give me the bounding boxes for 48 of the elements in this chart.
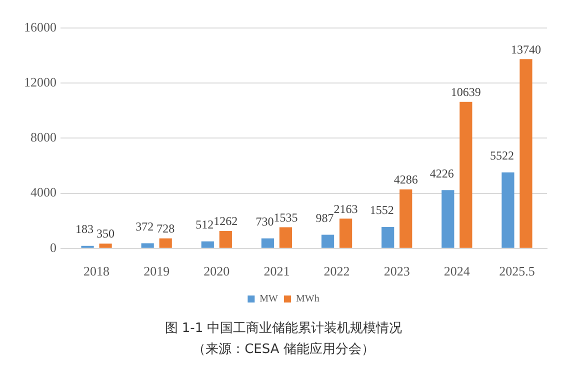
x-tick-label: 2025.5 <box>499 264 535 279</box>
data-label: 2163 <box>334 202 358 216</box>
bar <box>382 227 394 248</box>
data-label: 350 <box>96 226 115 241</box>
x-tick-label: 2023 <box>384 264 410 279</box>
bar <box>339 218 352 248</box>
caption: 图 1-1 中国工商业储能累计装机规模情况 <box>164 320 404 338</box>
bar <box>502 172 514 248</box>
data-label: 183 <box>76 222 94 236</box>
data-label: 4226 <box>430 166 454 180</box>
data-label: 10639 <box>450 85 481 100</box>
x-tick-label: 2020 <box>204 264 230 279</box>
bar <box>321 234 334 248</box>
bar <box>442 190 454 248</box>
bar <box>201 241 214 248</box>
y-tick-label: 12000 <box>24 74 56 90</box>
x-tick-label: 2021 <box>264 264 290 279</box>
bar <box>279 227 292 248</box>
bar <box>460 102 472 248</box>
x-tick-label: 2019 <box>144 264 170 279</box>
data-label: 1262 <box>214 214 238 228</box>
bar <box>520 59 532 248</box>
data-label: 1535 <box>274 210 298 224</box>
data-label: 1552 <box>370 203 394 218</box>
data-label: 987 <box>316 210 334 225</box>
data-label: 728 <box>156 222 175 236</box>
text: （来源：CESA 储能应用分会） <box>192 341 376 359</box>
x-tick-label: 2024 <box>444 264 470 279</box>
data-label: 13740 <box>510 42 541 56</box>
legend-label: MW <box>260 294 279 305</box>
data-label: 372 <box>136 219 154 234</box>
data-label: 4286 <box>394 172 418 187</box>
data-label: 5522 <box>490 148 514 162</box>
legend-label: MWh <box>296 294 320 305</box>
y-tick-label: 8000 <box>30 130 56 145</box>
x-tick-label: 2018 <box>84 264 110 279</box>
bar <box>99 244 112 248</box>
bar <box>400 189 412 248</box>
bar <box>219 231 232 248</box>
y-tick-label: 4000 <box>30 184 56 200</box>
bar <box>159 238 172 248</box>
y-tick-label: 0 <box>50 240 56 255</box>
y-tick-label: 16000 <box>24 19 56 34</box>
x-tick-label: 2022 <box>324 264 350 279</box>
data-label: 512 <box>196 218 214 232</box>
bar <box>141 243 154 248</box>
bar <box>261 238 274 248</box>
data-label: 730 <box>256 214 274 228</box>
